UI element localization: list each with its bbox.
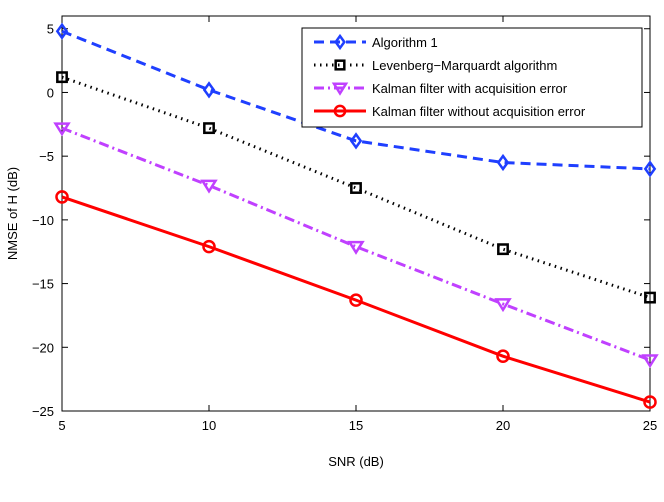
- data-point-marker: [350, 182, 362, 194]
- data-point-marker: [200, 179, 218, 194]
- data-point-marker: [202, 81, 216, 99]
- series-0: [55, 22, 657, 178]
- series-line: [61, 195, 651, 404]
- data-point-marker: [643, 160, 657, 178]
- data-point-marker: [202, 239, 216, 254]
- y-tick-label: 5: [47, 22, 54, 37]
- y-axis-label: NMSE of H (dB): [5, 167, 20, 260]
- data-point-marker: [497, 243, 509, 256]
- series-line: [61, 29, 651, 171]
- data-point-marker: [644, 291, 656, 304]
- y-tick-label: −20: [32, 340, 54, 355]
- y-tick-label: −10: [32, 213, 54, 228]
- data-point-marker: [55, 190, 69, 204]
- x-axis-label: SNR (dB): [328, 454, 384, 469]
- x-tick-label: 25: [643, 418, 657, 433]
- x-tick-label: 5: [58, 418, 65, 433]
- data-point-marker: [496, 349, 510, 363]
- legend-label: Kalman filter without acquisition error: [372, 104, 586, 119]
- legend-marker: [334, 33, 346, 51]
- data-point-marker: [349, 293, 363, 307]
- legend-marker: [331, 82, 349, 96]
- legend-label: Levenberg−Marquardt algorithm: [372, 58, 557, 73]
- data-point-marker: [349, 132, 363, 150]
- data-point-marker: [641, 354, 659, 369]
- y-tick-label: −25: [32, 404, 54, 419]
- data-point-marker: [494, 298, 512, 313]
- legend: Algorithm 1 Levenberg−Marquardt algorithm…: [301, 27, 643, 128]
- x-tick-label: 20: [496, 418, 510, 433]
- y-tick-label: −15: [32, 277, 54, 292]
- series-2: [53, 122, 659, 369]
- data-point-marker: [643, 395, 657, 409]
- y-tick-label: 0: [47, 85, 54, 100]
- legend-label: Algorithm 1: [372, 35, 438, 50]
- legend-marker: [333, 104, 347, 118]
- data-point-marker: [56, 71, 68, 84]
- x-tick-label: 15: [349, 418, 363, 433]
- series-3: [55, 190, 657, 409]
- legend-marker: [334, 59, 346, 71]
- data-point-marker: [55, 22, 69, 40]
- x-tick-label: 10: [202, 418, 216, 433]
- data-point-marker: [496, 153, 510, 172]
- series-line: [61, 126, 651, 362]
- data-point-marker: [347, 240, 365, 255]
- legend-label: Kalman filter with acquisition error: [372, 81, 568, 96]
- y-tick-label: −5: [39, 149, 54, 164]
- series-1: [56, 71, 656, 304]
- data-point-marker: [203, 122, 215, 135]
- data-point-marker: [53, 122, 71, 137]
